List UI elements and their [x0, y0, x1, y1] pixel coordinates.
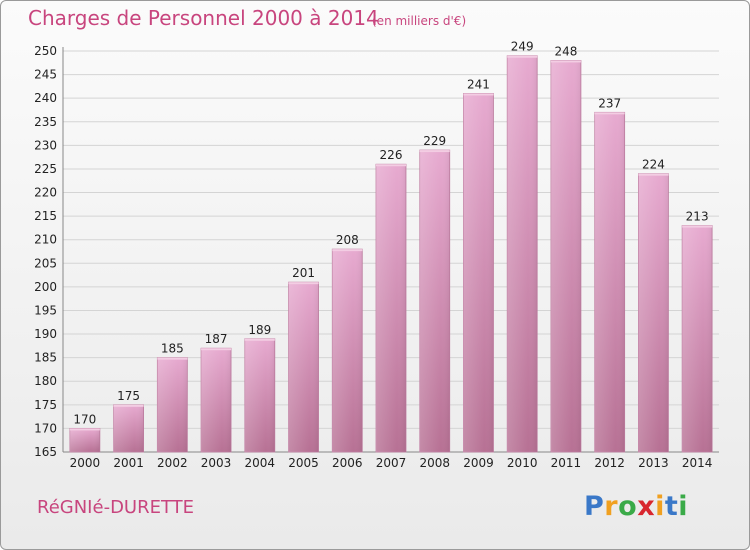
- x-tick-label: 2006: [332, 456, 363, 470]
- logo-letter: i: [678, 491, 689, 522]
- x-tick-label: 2002: [157, 456, 188, 470]
- bar-top-highlight: [69, 428, 100, 431]
- bar-top-highlight: [419, 150, 450, 153]
- y-tick-label: 175: [34, 398, 57, 412]
- y-tick-label: 225: [34, 162, 57, 176]
- bar-top-highlight: [201, 348, 232, 351]
- data-label: 249: [511, 40, 534, 54]
- data-label: 229: [423, 134, 446, 148]
- axes: 165 170 175 180 185 190 195 200 205 210 215 220 225 2…: [34, 44, 719, 470]
- y-tick-label: 180: [34, 374, 57, 388]
- bar-top-highlight: [157, 357, 188, 360]
- proxiti-logo: Proxiti: [584, 491, 688, 522]
- chart-unit: (en milliers d'€): [372, 14, 467, 28]
- data-label: 189: [248, 323, 271, 337]
- data-label: 208: [336, 233, 359, 247]
- bar-top-highlight: [244, 338, 275, 341]
- y-tick-label: 245: [34, 68, 57, 82]
- bar-top-highlight: [113, 404, 144, 407]
- bar-shade: [69, 428, 100, 452]
- bar-top-highlight: [594, 112, 625, 115]
- bar-top-highlight: [682, 225, 713, 228]
- data-label: 187: [205, 332, 228, 346]
- chart-title: Charges de Personnel 2000 à 2014: [28, 6, 379, 30]
- data-labels: 170 175 185 187 189 201 208 226 229 241 249 248 237 2…: [73, 40, 708, 427]
- y-tick-label: 250: [34, 44, 57, 58]
- bar-top-highlight: [638, 173, 669, 176]
- y-tick-label: 195: [34, 303, 57, 317]
- x-tick-label: 2000: [70, 456, 101, 470]
- data-label: 224: [642, 158, 665, 172]
- bar-top-highlight: [332, 249, 363, 252]
- x-tick-label: 2008: [419, 456, 450, 470]
- x-tick-label: 2001: [113, 456, 144, 470]
- data-label: 201: [292, 266, 315, 280]
- bar-shade: [550, 60, 581, 452]
- bar-top-highlight: [550, 60, 581, 63]
- y-tick-label: 205: [34, 256, 57, 270]
- bar-shade: [288, 282, 319, 452]
- y-tick-label: 185: [34, 351, 57, 365]
- bar-top-highlight: [507, 55, 538, 58]
- y-tick-label: 190: [34, 327, 57, 341]
- bar-shade: [463, 93, 494, 452]
- x-tick-label: 2012: [594, 456, 625, 470]
- x-tick-label: 2010: [507, 456, 538, 470]
- y-tick-label: 235: [34, 115, 57, 129]
- bar-top-highlight: [463, 93, 494, 96]
- logo-letter: i: [655, 491, 665, 522]
- logo-letter: o: [618, 491, 638, 522]
- y-tick-label: 240: [34, 91, 57, 105]
- data-label: 226: [380, 148, 403, 162]
- bar-shade: [244, 338, 275, 452]
- data-label: 241: [467, 77, 490, 91]
- bar-shade: [507, 55, 538, 452]
- y-tick-label: 210: [34, 233, 57, 247]
- x-tick-label: 2009: [463, 456, 494, 470]
- logo-letter: t: [664, 491, 679, 522]
- y-tick-label: 165: [34, 445, 57, 459]
- bar-shade: [682, 225, 713, 452]
- x-tick-label: 2013: [638, 456, 669, 470]
- bar-top-highlight: [376, 164, 406, 167]
- data-label: 237: [598, 96, 621, 110]
- x-tick-label: 2014: [682, 456, 713, 470]
- x-tick-label: 2004: [245, 456, 276, 470]
- data-label: 185: [161, 342, 184, 356]
- y-tick-label: 170: [34, 421, 57, 435]
- x-tick-label: 2007: [376, 456, 407, 470]
- bar-shade: [376, 164, 406, 453]
- logo-letter: x: [637, 491, 656, 522]
- y-tick-label: 230: [34, 138, 57, 152]
- y-tick-label: 220: [34, 186, 57, 200]
- data-label: 248: [554, 44, 577, 58]
- bar-shade: [157, 357, 188, 452]
- bar-shade: [113, 404, 144, 452]
- bars: [69, 55, 713, 453]
- commune-name: RéGNIé-DURETTE: [37, 497, 195, 518]
- logo-letter: r: [604, 491, 619, 522]
- y-tick-label: 215: [34, 209, 57, 223]
- bar-top-highlight: [288, 282, 319, 285]
- x-tick-label: 2011: [551, 456, 582, 470]
- bar-shade: [419, 150, 450, 452]
- logo-letter: P: [584, 491, 605, 522]
- x-tick-label: 2003: [201, 456, 232, 470]
- x-tick-label: 2005: [288, 456, 319, 470]
- data-label: 213: [686, 210, 709, 224]
- bar-shade: [201, 348, 232, 452]
- bar-shade: [594, 112, 625, 453]
- bar-shade: [638, 173, 669, 453]
- data-label: 170: [73, 412, 96, 426]
- y-tick-label: 200: [34, 280, 57, 294]
- data-label: 175: [117, 389, 140, 403]
- bar-shade: [332, 249, 363, 452]
